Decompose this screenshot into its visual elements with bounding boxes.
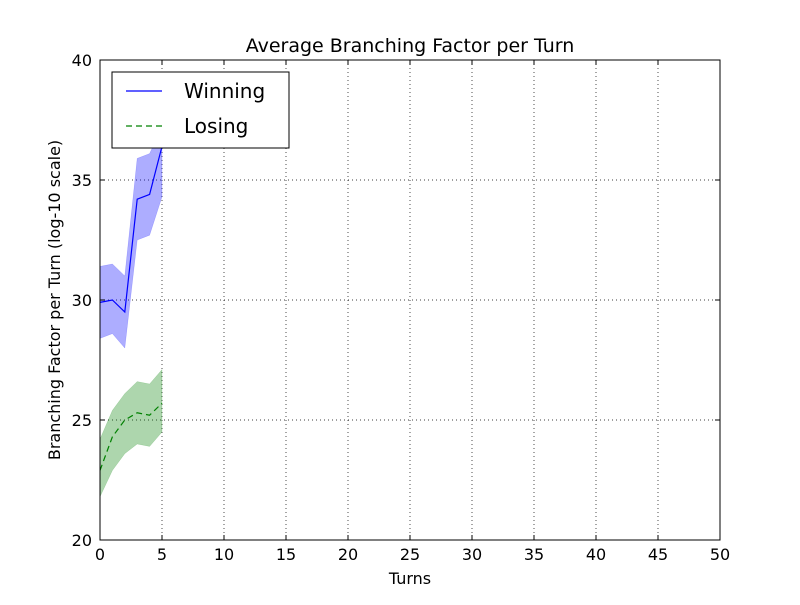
y-tick-label: 35	[72, 171, 92, 190]
axis-ticks: 0 5 10 15 20 25 30 35 40 45 50 20 25 30 35 40	[72, 51, 731, 564]
x-tick-label: 50	[710, 545, 730, 564]
x-tick-label: 40	[586, 545, 606, 564]
legend: Winning Losing	[111, 71, 290, 149]
confidence-band-winning	[99, 127, 163, 349]
grid-lines	[100, 60, 720, 540]
y-tick-label: 25	[72, 411, 92, 430]
series-line-winning	[99, 146, 163, 314]
x-tick-label: 20	[338, 545, 358, 564]
series-lines	[99, 146, 163, 471]
x-tick-label: 0	[95, 545, 105, 564]
x-tick-label: 5	[157, 545, 167, 564]
x-tick-label: 35	[524, 545, 544, 564]
x-tick-label: 10	[214, 545, 234, 564]
x-tick-label: 30	[462, 545, 482, 564]
y-tick-label: 20	[72, 531, 92, 550]
confidence-band-losing	[99, 368, 163, 497]
confidence-bands	[99, 127, 163, 497]
x-tick-label: 15	[276, 545, 296, 564]
x-axis-label: Turns	[388, 569, 431, 588]
legend-label-losing: Losing	[184, 114, 248, 138]
y-tick-label: 40	[72, 51, 92, 70]
legend-label-winning: Winning	[184, 79, 265, 103]
y-axis-label: Branching Factor per Turn (log-10 scale)	[45, 140, 64, 460]
series-line-losing	[99, 402, 163, 471]
chart-title: Average Branching Factor per Turn	[246, 35, 575, 57]
legend-box	[111, 71, 290, 149]
y-tick-label: 30	[72, 291, 92, 310]
x-tick-label: 25	[400, 545, 420, 564]
x-tick-label: 45	[648, 545, 668, 564]
